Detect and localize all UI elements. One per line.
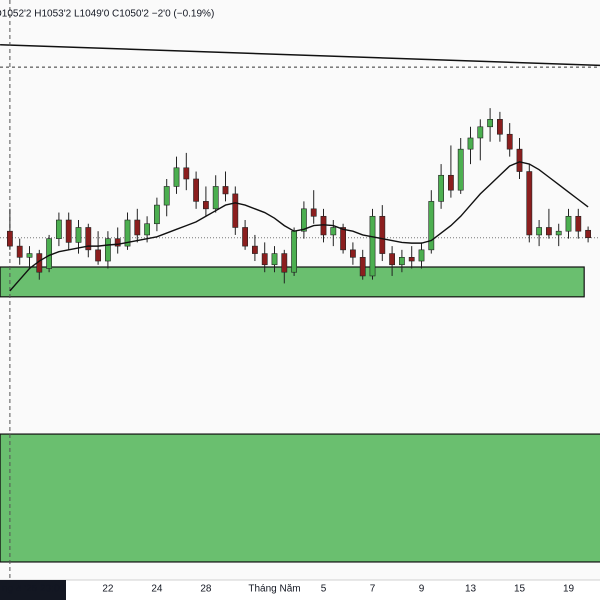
candle-body	[359, 257, 366, 277]
ohlc-header: O1052'2 H1053'2 L1049'0 C1050'2 −2'0 (−0…	[0, 9, 214, 20]
candle-body	[16, 245, 23, 258]
candle-body	[46, 238, 52, 269]
candle-body	[154, 204, 160, 225]
candle-body	[389, 253, 395, 266]
candle-body	[467, 137, 474, 150]
candle-body	[398, 257, 405, 266]
candle-body	[457, 148, 464, 191]
x-tick-label: 15	[514, 584, 526, 595]
candle-body	[55, 219, 62, 239]
candle-body	[242, 227, 248, 247]
candle-body	[379, 215, 386, 254]
candle-body	[516, 148, 523, 172]
candle-body	[565, 215, 572, 232]
candle-body	[7, 230, 13, 247]
candle-body	[575, 215, 582, 232]
crosshair-label-bg	[0, 580, 66, 600]
candle-body	[369, 215, 376, 277]
candle-body	[487, 119, 493, 128]
candle-body	[203, 201, 209, 210]
x-tick-label: 5	[321, 584, 327, 595]
x-tick-label: 9	[419, 584, 425, 595]
candle-body	[408, 257, 415, 262]
candle-body	[183, 167, 190, 180]
candle-body	[349, 249, 356, 258]
candle-body	[291, 230, 297, 273]
moving-average	[9, 161, 589, 292]
candle-body	[281, 253, 288, 273]
candle-body	[193, 178, 199, 202]
candle-body	[134, 219, 141, 236]
candle-body	[222, 186, 229, 195]
candle-body	[447, 174, 454, 191]
x-tick-label: 19	[563, 584, 575, 595]
trendline	[0, 43, 600, 67]
plot	[0, 0, 600, 580]
candle-body	[330, 227, 337, 236]
candle-body	[252, 245, 258, 254]
candle-body	[114, 238, 121, 247]
candle-body	[496, 119, 503, 135]
crosshair-label: ng 4 '25 23:00	[2, 584, 66, 595]
x-tick-label: 28	[200, 584, 212, 595]
candle-body	[26, 253, 33, 258]
candle-body	[555, 230, 562, 236]
x-tick-label: 13	[465, 584, 477, 595]
candle-body	[477, 126, 484, 139]
x-tick-label: 7	[370, 584, 376, 595]
zone	[0, 433, 600, 563]
candle-body	[105, 238, 111, 262]
candle-body	[75, 227, 82, 243]
candle-body	[261, 253, 268, 266]
candle-body	[144, 223, 150, 236]
candle-body	[212, 186, 219, 210]
candle-body	[438, 174, 444, 202]
candle-body	[536, 227, 542, 236]
candle-body	[271, 253, 278, 266]
candle-body	[163, 186, 170, 206]
candle-body	[526, 171, 533, 236]
x-tick-label: 22	[102, 584, 114, 595]
candle-body	[85, 227, 92, 251]
candle-body	[545, 227, 552, 236]
candle-body	[418, 249, 425, 262]
candle-body	[585, 229, 591, 239]
candle-body	[232, 193, 239, 228]
candle-body	[340, 227, 346, 251]
candle-body	[173, 167, 180, 187]
candle-body	[300, 208, 307, 232]
candle-body	[310, 208, 317, 217]
x-tick-label: Tháng Năm	[248, 584, 300, 595]
x-tick-label: 24	[151, 584, 163, 595]
candle-body	[124, 219, 131, 247]
candle-body	[506, 133, 513, 150]
candle-body	[428, 201, 435, 251]
candle-body	[65, 219, 72, 243]
candle-body	[95, 249, 101, 262]
